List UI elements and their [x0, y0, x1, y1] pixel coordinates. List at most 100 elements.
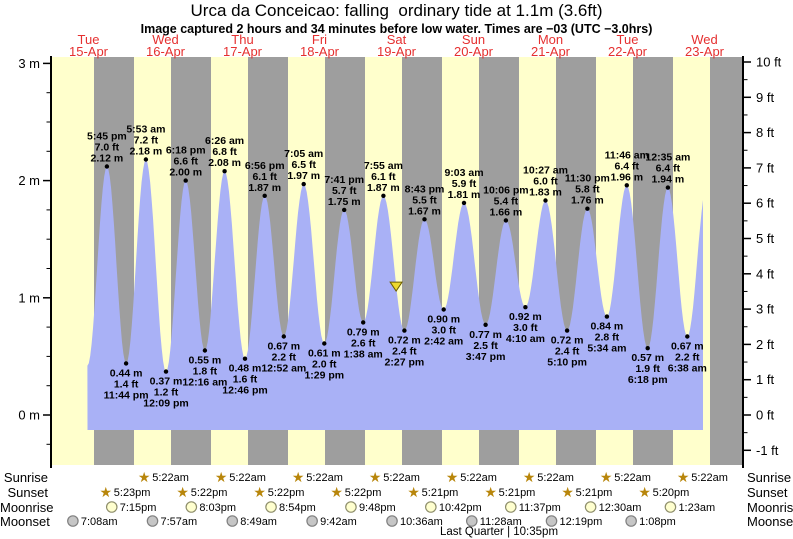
low-tide-annotation: 2.2 ft: [272, 352, 297, 364]
moonrise-moon-icon: [265, 501, 277, 513]
right-axis-tick-label: 2 ft: [756, 337, 774, 352]
high-tide-point: [183, 178, 188, 183]
day-name-label: Sat: [387, 32, 407, 47]
low-tide-annotation: 1.4 ft: [114, 378, 139, 390]
day-date-label: 19-Apr: [377, 44, 417, 59]
sunset-time-label: 5:22pm: [345, 487, 382, 499]
high-tide-annotation: 1.83 m: [529, 187, 562, 199]
sunrise-row-label-right: Sunrise: [747, 470, 792, 485]
sunset-star-icon: ★: [253, 484, 266, 500]
low-tide-annotation: 1.2 ft: [154, 387, 179, 399]
left-axis-tick-label: 0 m: [18, 408, 40, 423]
moonrise-time-label: 10:42pm: [439, 502, 482, 514]
sunset-row-label-right: Sunset: [747, 485, 788, 500]
high-tide-point: [301, 181, 306, 187]
high-tide-annotation: 6:56 pm: [245, 160, 285, 172]
sunset-time-label: 5:21pm: [422, 487, 459, 499]
day-date-label: 17-Apr: [223, 44, 263, 59]
low-tide-annotation: 3.0 ft: [431, 325, 456, 337]
low-tide-annotation: 1:38 am: [344, 348, 383, 360]
low-tide-point: [483, 322, 488, 327]
low-tide-annotation: 12:52 am: [261, 363, 306, 375]
sunrise-time-label: 5:22am: [229, 472, 266, 484]
low-tide-point: [123, 361, 129, 366]
low-tide-annotation: 0.61 m: [308, 348, 341, 360]
high-tide-annotation: 6.8 ft: [212, 146, 237, 158]
sunset-star-icon: ★: [330, 484, 343, 500]
high-tide-annotation: 5.7 ft: [332, 185, 357, 197]
high-tide-annotation: 10:27 am: [523, 165, 568, 177]
left-axis-tick-label: 3 m: [18, 56, 40, 71]
high-tide-annotation: 1.66 m: [490, 206, 523, 218]
low-tide-point: [242, 356, 248, 361]
high-tide-annotation: 1.96 m: [610, 171, 643, 183]
sunrise-star-icon: ★: [215, 469, 228, 485]
moonrise-moon-icon: [345, 501, 357, 513]
day-name-label: Tue: [617, 32, 639, 47]
sunset-time-label: 5:23pm: [114, 487, 151, 499]
low-tide-annotation: 1.9 ft: [635, 363, 660, 375]
moonrise-moon-icon: [584, 501, 597, 513]
sunset-row-label-left: Sunset: [7, 485, 48, 500]
low-tide-annotation: 1.8 ft: [193, 366, 218, 378]
sunset-star-icon: ★: [176, 484, 189, 500]
high-tide-point: [262, 193, 267, 198]
high-tide-annotation: 5:45 pm: [87, 131, 127, 143]
high-tide-annotation: 10:06 pm: [483, 184, 529, 196]
moonrise-moon-icon: [504, 501, 517, 513]
low-tide-annotation: 0.92 m: [509, 311, 542, 323]
moon-phase-label: Last Quarter | 10:35pm: [439, 526, 559, 538]
moonset-time-label: 1:08pm: [639, 516, 676, 528]
high-tide-annotation: 2.08 m: [208, 157, 241, 169]
high-tide-annotation: 2.18 m: [130, 146, 163, 158]
high-tide-annotation: 7.0 ft: [95, 142, 120, 154]
low-tide-point: [322, 341, 327, 346]
low-tide-point: [523, 305, 528, 310]
low-tide-point: [361, 320, 366, 325]
moonset-moon-icon: [386, 515, 398, 527]
low-tide-annotation: 0.72 m: [388, 335, 421, 347]
low-tide-annotation: 0.37 m: [150, 376, 183, 388]
high-tide-point: [143, 157, 149, 162]
day-date-label: 21-Apr: [531, 44, 571, 59]
moonset-moon-icon: [306, 515, 318, 527]
high-tide-annotation: 6.1 ft: [252, 171, 277, 183]
sunset-time-label: 5:22pm: [191, 487, 228, 499]
right-axis-tick-label: -1 ft: [756, 443, 779, 458]
low-tide-point: [564, 328, 570, 333]
day-date-label: 15-Apr: [69, 44, 109, 59]
high-tide-annotation: 6.4 ft: [615, 160, 640, 172]
sunrise-time-label: 5:22am: [383, 472, 420, 484]
sunset-star-icon: ★: [638, 484, 651, 500]
sunrise-star-icon: ★: [446, 469, 459, 485]
low-tide-annotation: 0.44 m: [110, 367, 143, 379]
high-tide-annotation: 1.87 m: [367, 182, 400, 194]
high-tide-annotation: 5.4 ft: [494, 195, 519, 207]
low-tide-annotation: 2.0 ft: [312, 359, 337, 371]
low-tide-annotation: 5:34 am: [587, 343, 626, 355]
high-tide-point: [422, 217, 427, 222]
right-axis-tick-label: 4 ft: [756, 266, 774, 281]
sunset-star-icon: ★: [484, 484, 497, 500]
sunset-time-label: 5:21pm: [576, 487, 613, 499]
high-tide-annotation: 1.67 m: [408, 205, 441, 217]
moonrise-moon-icon: [185, 501, 198, 513]
low-tide-annotation: 0.90 m: [427, 314, 460, 326]
moonrise-time-label: 8:54pm: [279, 502, 316, 514]
sunrise-time-label: 5:22am: [691, 472, 728, 484]
sunset-star-icon: ★: [99, 484, 112, 500]
day-name-label: Sun: [462, 32, 485, 47]
low-tide-point: [202, 348, 208, 353]
low-tide-annotation: 2:27 pm: [385, 357, 425, 369]
high-tide-point: [461, 200, 467, 206]
high-tide-annotation: 1.81 m: [448, 189, 481, 201]
sunrise-star-icon: ★: [369, 469, 382, 485]
moonset-time-label: 11:28am: [480, 516, 522, 528]
moonset-row-label-left: Moonset: [0, 514, 50, 529]
high-tide-point: [624, 183, 629, 188]
high-tide-annotation: 6:18 pm: [166, 145, 206, 157]
moonrise-time-label: 9:48pm: [359, 502, 396, 514]
moonrise-time-label: 7:15pm: [120, 502, 157, 514]
low-tide-point: [645, 346, 650, 351]
